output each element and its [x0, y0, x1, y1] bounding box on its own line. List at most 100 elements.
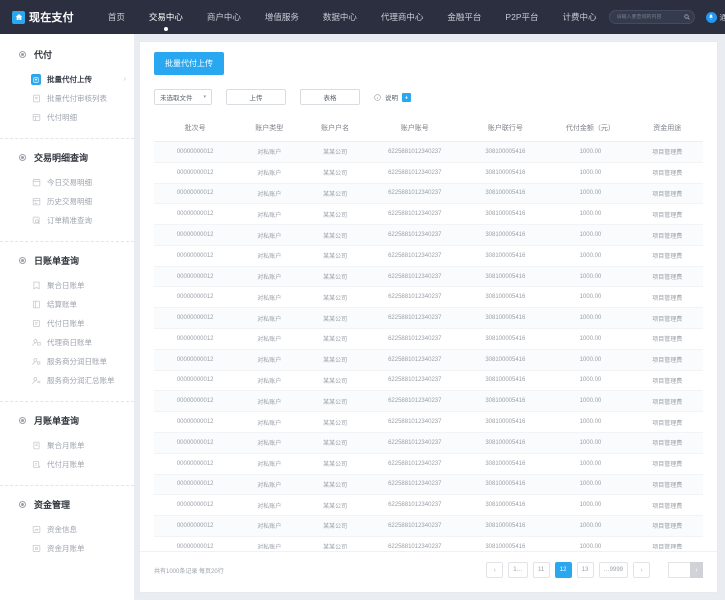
- table-row[interactable]: 00000000012 对私账户 某某公司 6225881012340237 30810…: [154, 162, 703, 184]
- table-row[interactable]: 00000000012 对私账户 某某公司 6225881012340237 30810…: [154, 141, 703, 163]
- table-row[interactable]: 00000000012 对私账户 某某公司 6225881012340237 30810…: [154, 266, 703, 288]
- sidebar-group-header[interactable]: 代付: [0, 48, 134, 70]
- sidebar-group-header[interactable]: 月账单查询: [0, 414, 134, 436]
- sidebar-item-agent-daily-bill[interactable]: 代理商日账单: [0, 333, 134, 352]
- page-button-13[interactable]: 13: [576, 562, 594, 578]
- sidebar-item-history-transactions[interactable]: 历史交易明细: [0, 192, 134, 211]
- table-row[interactable]: 00000000012 对私账户 某某公司 6225881012340237 30810…: [154, 328, 703, 350]
- sidebar-item-aggregate-daily-bill[interactable]: 聚合日账单: [0, 276, 134, 295]
- table-cell: 308100005416: [461, 411, 550, 433]
- table-row[interactable]: 00000000012 对私账户 某某公司 6225881012340237 30810…: [154, 286, 703, 309]
- page-button-last[interactable]: …9999: [598, 562, 628, 578]
- table-cell: 项目管理费: [631, 224, 703, 246]
- table-cell: 对私账户: [236, 432, 303, 454]
- table-row[interactable]: 00000000012 对私账户 某某公司 6225881012340237 30810…: [154, 224, 703, 246]
- table-row[interactable]: 00000000012 对私账户 某某公司 6225881012340237 30810…: [154, 453, 703, 475]
- nav-item-data-center[interactable]: 数据中心: [322, 12, 357, 22]
- sidebar-item-label: 代付明细: [47, 113, 77, 122]
- nav-item-agent-center[interactable]: 代理商中心: [380, 12, 424, 22]
- table-cell: 某某公司: [302, 162, 369, 184]
- sidebar-item-batch-review-list[interactable]: 批量代付审核列表: [0, 89, 134, 108]
- instructions-group[interactable]: 说明: [374, 92, 411, 102]
- brand-logo[interactable]: 现在支付: [12, 9, 74, 25]
- sidebar-group-header[interactable]: 资金管理: [0, 498, 134, 520]
- sidebar-item-label: 批量代付上传: [47, 75, 92, 84]
- table-row[interactable]: 00000000012 对私账户 某某公司 6225881012340237 30810…: [154, 515, 703, 537]
- sidebar-item-order-precise-query[interactable]: 订单精准查询: [0, 211, 134, 230]
- col-account-no: 账户账号: [368, 117, 462, 142]
- page-button-12[interactable]: 12: [554, 562, 572, 578]
- sidebar-item-batch-upload[interactable]: 批量代付上传 ›: [0, 70, 134, 89]
- sidebar-item-label: 聚合日账单: [47, 281, 85, 290]
- search-icon[interactable]: [683, 14, 690, 20]
- table-cell: 对私账户: [236, 349, 303, 371]
- nav-item-merchant-center[interactable]: 商户中心: [206, 12, 241, 22]
- page-button-first[interactable]: 1…: [508, 562, 528, 578]
- nav-item-billing-center[interactable]: 计费中心: [562, 12, 597, 22]
- table-row[interactable]: 00000000012 对私账户 某某公司 6225881012340237 30810…: [154, 183, 703, 205]
- search-input[interactable]: [616, 14, 684, 20]
- page-jump-input[interactable]: [668, 562, 690, 578]
- info-circle-icon: [374, 93, 381, 101]
- table-row[interactable]: 00000000012 对私账户 某某公司 6225881012340237 30810…: [154, 390, 703, 413]
- home-icon: [12, 10, 25, 24]
- page-next-button[interactable]: ›: [633, 562, 650, 578]
- sidebar-group-transaction-detail: 交易明细查询 今日交易明细 历史交易明细 订单精准查询: [0, 138, 134, 234]
- table-row[interactable]: 00000000012 对私账户 某某公司 6225881012340237 30810…: [154, 307, 703, 330]
- sidebar-item-fund-info[interactable]: 资金信息: [0, 520, 134, 539]
- table-cell: 某某公司: [302, 266, 369, 288]
- table-cell: 00000000012: [154, 515, 237, 537]
- nav-item-home[interactable]: 首页: [107, 12, 125, 22]
- table-cell: 308100005416: [461, 370, 550, 392]
- sidebar-item-fund-monthly-bill[interactable]: 资金月账单: [0, 539, 134, 558]
- tab-batch-payout-upload[interactable]: 批量代付上传: [154, 52, 224, 75]
- table-row[interactable]: 00000000012 对私账户 某某公司 6225881012340237 30810…: [154, 411, 703, 433]
- sidebar-item-label: 聚合月账单: [47, 441, 85, 450]
- sidebar-item-provider-share-daily-bill[interactable]: 服务商分润日账单: [0, 352, 134, 371]
- table-cell: 对私账户: [236, 536, 303, 549]
- table-cell: 308100005416: [461, 183, 550, 205]
- table-row[interactable]: 00000000012 对私账户 某某公司 6225881012340237 30810…: [154, 370, 703, 392]
- table-row[interactable]: 00000000012 对私账户 某某公司 6225881012340237 30810…: [154, 203, 703, 226]
- global-search[interactable]: [608, 10, 695, 24]
- table-row[interactable]: 00000000012 对私账户 某某公司 6225881012340237 30810…: [154, 494, 703, 517]
- sidebar-group-title: 代付: [34, 50, 53, 60]
- page-prev-button[interactable]: ‹: [486, 562, 504, 578]
- table-cell: 6225881012340237: [368, 141, 462, 163]
- table-cell: 项目管理费: [631, 411, 703, 433]
- sidebar-item-today-transactions[interactable]: 今日交易明细: [0, 173, 134, 192]
- nav-item-transaction-center[interactable]: 交易中心: [137, 0, 195, 34]
- sidebar-item-settlement-bill[interactable]: 结算账单: [0, 295, 134, 314]
- nav-item-value-added[interactable]: 增值服务: [264, 12, 299, 22]
- page-button-11[interactable]: 11: [532, 562, 550, 578]
- table-row[interactable]: 00000000012 对私账户 某某公司 6225881012340237 30810…: [154, 536, 703, 549]
- table-head: 批次号 账户类型 账户户名 账户账号 账户联行号 代付金额（元） 资金用途: [154, 117, 703, 142]
- upload-button[interactable]: 上传: [226, 89, 286, 105]
- sidebar-item-aggregate-monthly-bill[interactable]: 聚合月账单: [0, 436, 134, 455]
- sidebar-item-provider-share-summary-bill[interactable]: 服务商分润汇总账单: [0, 371, 134, 390]
- sidebar-item-payout-daily-bill[interactable]: 代付日账单: [0, 314, 134, 333]
- download-flag-icon[interactable]: [402, 92, 411, 102]
- notification-button[interactable]: 通知: [705, 11, 725, 23]
- nav-item-finance-platform[interactable]: 金融平台: [447, 12, 482, 22]
- table-cell: 1000.00: [549, 328, 632, 350]
- table-cell: 项目管理费: [631, 307, 703, 330]
- sidebar-group-header[interactable]: 日账单查询: [0, 254, 134, 276]
- template-button[interactable]: 表格: [300, 89, 360, 105]
- table-row[interactable]: 00000000012 对私账户 某某公司 6225881012340237 30810…: [154, 245, 703, 267]
- table-row[interactable]: 00000000012 对私账户 某某公司 6225881012340237 30810…: [154, 474, 703, 496]
- table-row[interactable]: 00000000012 对私账户 某某公司 6225881012340237 30810…: [154, 349, 703, 371]
- table-cell: 对私账户: [236, 390, 303, 413]
- page-jump-go-button[interactable]: ›: [690, 562, 703, 578]
- sidebar-item-payout-monthly-bill[interactable]: 代付月账单: [0, 455, 134, 474]
- nav-item-p2p-platform[interactable]: P2P平台: [505, 12, 539, 22]
- table-cell: 对私账户: [236, 474, 303, 496]
- file-select[interactable]: 未选取文件 ▾: [154, 89, 212, 105]
- table-row[interactable]: 00000000012 对私账户 某某公司 6225881012340237 30810…: [154, 432, 703, 454]
- page-shell: 代付 批量代付上传 › 批量代付审核列表: [0, 34, 725, 600]
- sidebar-item-payout-detail[interactable]: 代付明细: [0, 108, 134, 127]
- table-cell: 6225881012340237: [368, 245, 462, 267]
- main-content: 批量代付上传 未选取文件 ▾ 上传 表格 说明: [134, 34, 725, 600]
- table-cell: 对私账户: [236, 266, 303, 288]
- sidebar-group-header[interactable]: 交易明细查询: [0, 151, 134, 173]
